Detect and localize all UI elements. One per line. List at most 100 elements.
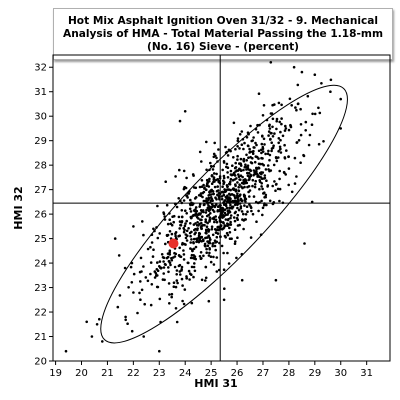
data-point	[242, 219, 246, 222]
data-point	[167, 282, 171, 285]
x-tick-label: 31	[360, 368, 373, 379]
data-point	[209, 255, 213, 258]
data-point	[113, 237, 117, 240]
data-point	[194, 214, 197, 217]
data-point	[208, 190, 212, 193]
data-point	[162, 272, 165, 275]
data-point	[199, 251, 203, 254]
data-point	[198, 205, 201, 208]
data-point	[142, 265, 145, 268]
data-point	[234, 196, 237, 200]
data-point	[242, 159, 245, 162]
data-point	[185, 219, 188, 223]
data-point	[160, 253, 164, 256]
data-point	[207, 234, 210, 238]
data-point	[222, 174, 226, 178]
data-point	[182, 187, 186, 191]
data-point	[255, 220, 258, 223]
y-tick-label: 25	[34, 234, 47, 245]
data-point	[237, 185, 240, 189]
data-point	[225, 165, 228, 169]
data-point	[271, 135, 275, 138]
data-point	[213, 220, 216, 224]
data-point	[173, 265, 177, 269]
y-tick-label: 21	[34, 332, 47, 343]
data-point	[295, 108, 298, 112]
data-point	[175, 279, 179, 282]
data-point	[260, 151, 263, 155]
highlight-point	[168, 238, 179, 249]
data-point	[283, 157, 287, 160]
data-point	[267, 130, 271, 133]
data-point	[253, 172, 257, 176]
data-point	[251, 184, 254, 188]
data-point	[318, 111, 322, 115]
data-point	[141, 220, 144, 223]
data-point	[275, 119, 279, 123]
y-tick-label: 26	[34, 210, 47, 221]
data-point	[189, 247, 192, 250]
data-point	[223, 208, 227, 211]
data-point	[192, 241, 195, 244]
data-point	[124, 315, 127, 319]
data-point	[234, 161, 237, 165]
data-point	[204, 276, 208, 280]
data-point	[207, 197, 211, 200]
data-point	[207, 299, 211, 303]
data-point	[205, 232, 208, 235]
data-point	[244, 213, 248, 216]
data-point	[190, 253, 194, 257]
x-tick-label: 24	[179, 368, 192, 379]
x-tick-label: 22	[127, 368, 140, 379]
data-point	[227, 223, 231, 226]
data-point	[304, 129, 308, 132]
data-point	[302, 153, 305, 157]
data-point	[101, 340, 104, 343]
data-point	[206, 181, 209, 185]
data-point	[222, 160, 226, 163]
data-point	[245, 136, 249, 139]
data-point	[221, 206, 224, 210]
data-point	[269, 137, 272, 141]
data-point	[258, 187, 261, 191]
data-point	[283, 129, 287, 132]
data-point	[243, 141, 246, 145]
data-point	[300, 70, 304, 74]
data-point	[263, 174, 267, 177]
data-point	[253, 146, 256, 149]
data-point	[185, 176, 188, 180]
data-point	[212, 263, 216, 266]
data-point	[203, 187, 206, 190]
data-point	[238, 223, 241, 227]
data-points	[64, 61, 343, 353]
data-point	[269, 169, 273, 172]
data-point	[222, 298, 226, 302]
data-point	[156, 261, 159, 264]
data-point	[204, 236, 207, 240]
data-point	[329, 78, 333, 82]
data-point	[278, 187, 282, 191]
data-point	[212, 242, 215, 245]
data-point	[220, 228, 224, 231]
data-point	[226, 154, 230, 157]
data-point	[209, 193, 213, 196]
data-point	[174, 307, 178, 310]
data-point	[208, 216, 212, 219]
data-point	[222, 176, 226, 180]
data-point	[130, 281, 134, 284]
data-point	[186, 196, 189, 199]
data-point	[229, 180, 232, 184]
data-point	[277, 141, 281, 145]
data-point	[232, 156, 235, 159]
data-point	[216, 185, 219, 188]
data-point	[221, 214, 224, 218]
data-point	[237, 173, 240, 176]
data-point	[248, 147, 251, 151]
data-point	[220, 197, 224, 201]
data-point	[257, 92, 261, 95]
data-point	[262, 177, 266, 180]
data-point	[222, 181, 226, 185]
data-point	[289, 124, 293, 128]
data-point	[273, 103, 276, 106]
